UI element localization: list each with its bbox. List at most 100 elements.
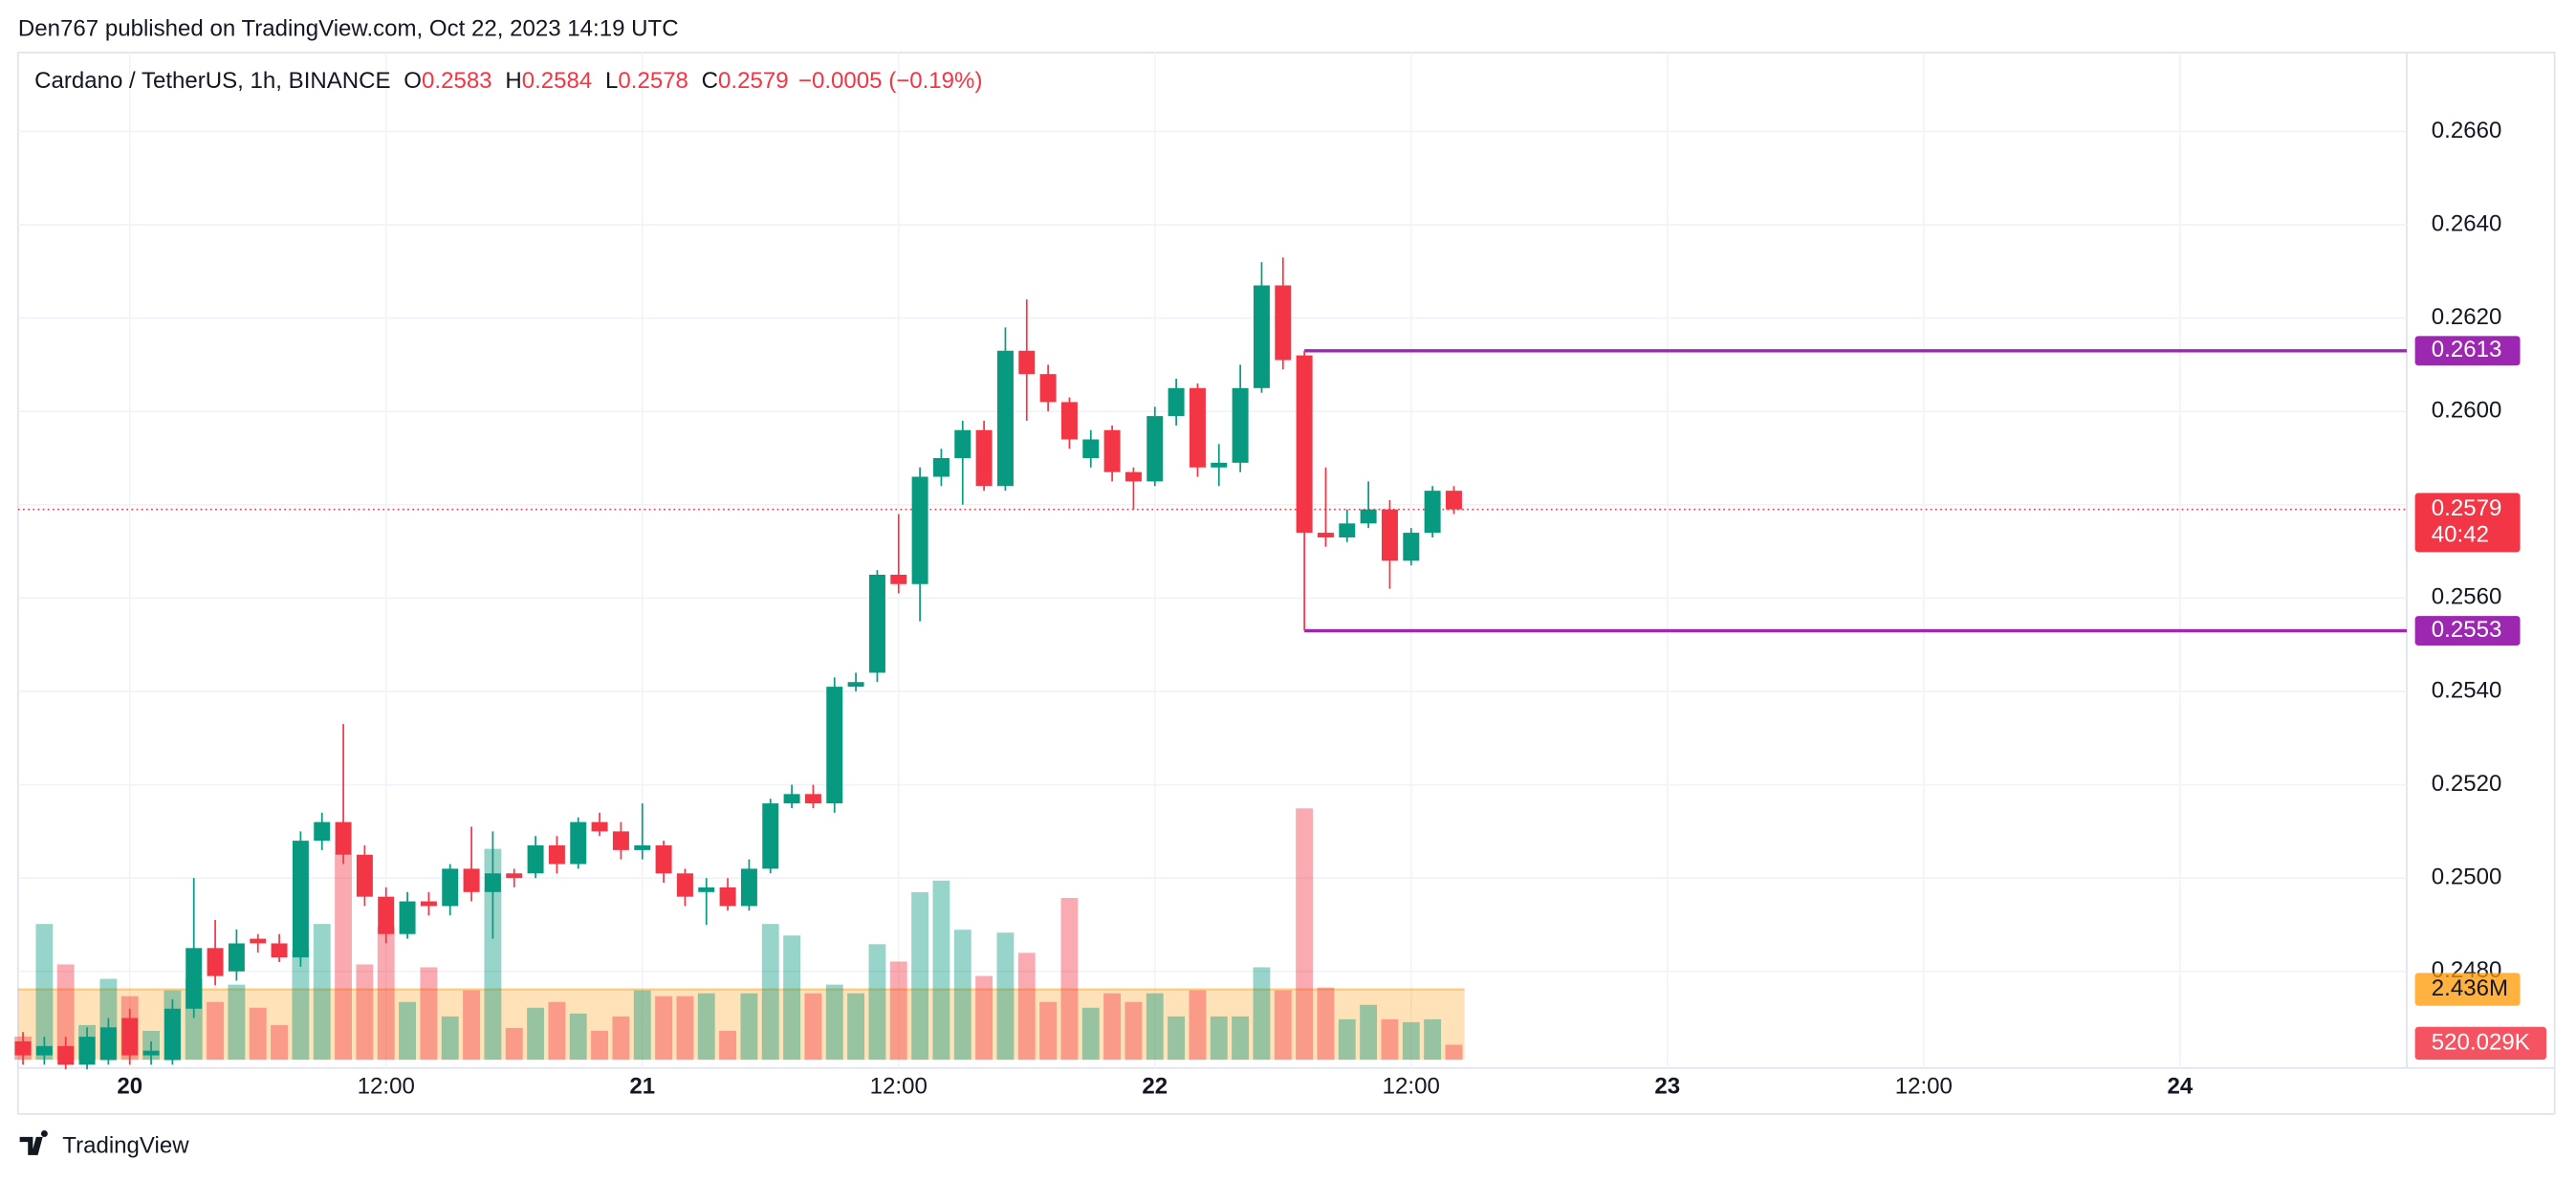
ohlc-change: −0.0005 (−0.19%): [798, 68, 983, 94]
volume-ma-box: [2414, 973, 2521, 1006]
volume-bar: [740, 993, 758, 1061]
y-tick-label: 0.2520: [2432, 771, 2502, 797]
volume-bar: [697, 993, 715, 1061]
candle-body: [356, 854, 373, 897]
x-tick-label: 24: [2167, 1074, 2193, 1100]
candle-body: [292, 841, 309, 958]
candle-body: [35, 1045, 53, 1056]
last-volume-box: [2414, 1026, 2547, 1061]
candle-body: [271, 943, 288, 958]
candle-body: [1339, 523, 1356, 537]
x-tick-label: 12:00: [1383, 1074, 1440, 1100]
candle-body: [142, 1050, 160, 1056]
candle-body: [228, 943, 245, 972]
y-tick-label: 0.2640: [2432, 210, 2502, 236]
candle-body: [911, 476, 928, 584]
candle-body: [996, 350, 1014, 487]
candle-body: [1445, 491, 1462, 510]
ohlc-label: L: [605, 68, 618, 94]
volume-bar: [1424, 1018, 1442, 1061]
candle-body: [612, 831, 629, 850]
candle-body: [1039, 374, 1057, 403]
volume-bar: [868, 944, 886, 1061]
ohlc-value: 0.2584: [522, 68, 593, 94]
candle-body: [548, 845, 565, 865]
volume-bar: [335, 854, 352, 1061]
last-price-label: 0.2579: [2432, 495, 2502, 521]
candle-body: [207, 948, 224, 976]
y-tick-label: 0.2660: [2432, 118, 2502, 143]
volume-ma-label: 2.436M: [2432, 975, 2508, 1001]
y-tick-label: 0.2600: [2432, 398, 2502, 424]
candle-body: [442, 868, 459, 907]
volume-bar: [420, 967, 438, 1061]
volume-bar: [633, 990, 651, 1061]
candle-body: [975, 429, 993, 487]
candle-body: [1296, 355, 1313, 534]
candle-body: [570, 821, 587, 865]
volume-bar: [1381, 1018, 1399, 1061]
candle-body: [826, 687, 843, 804]
ohlc-value: 0.2583: [422, 68, 492, 94]
volume-bar: [1360, 1004, 1378, 1061]
candle-body: [121, 1018, 139, 1056]
volume-bar: [35, 924, 54, 1061]
level-label: 0.2613: [2432, 337, 2502, 362]
candle-body: [506, 873, 523, 879]
candle-body: [335, 821, 352, 855]
volume-bar: [1039, 1001, 1058, 1061]
volume-bar: [207, 1001, 224, 1061]
last-price-box: [2414, 492, 2521, 553]
last-volume-label: 520.029K: [2432, 1029, 2530, 1055]
candle-body: [314, 821, 331, 842]
volume-bar: [1338, 1018, 1356, 1061]
level-label: 0.2553: [2432, 617, 2502, 643]
candle-body: [186, 948, 203, 1009]
volume-bar: [996, 932, 1015, 1061]
volume-bar: [249, 1007, 267, 1061]
x-tick-label: 21: [629, 1074, 655, 1100]
y-tick-label: 0.2540: [2432, 677, 2502, 703]
candle-body: [99, 1027, 117, 1061]
volume-bar: [1146, 993, 1164, 1061]
brand-logo: [19, 1130, 48, 1155]
y-tick-label: 0.2500: [2432, 865, 2502, 890]
y-tick-label: 0.2560: [2432, 584, 2502, 610]
candle-body: [954, 429, 971, 459]
volume-bar: [1168, 1016, 1186, 1061]
volume-bar: [1124, 1001, 1143, 1061]
volume-bar: [932, 880, 950, 1061]
candle-body: [890, 574, 907, 584]
ohlc-label: C: [702, 68, 718, 94]
volume-bar: [761, 924, 779, 1061]
candle-body: [783, 794, 800, 804]
candle-body: [1317, 533, 1334, 537]
volume-bar: [441, 1016, 459, 1061]
volume-bar: [911, 891, 929, 1061]
chart-frame: [17, 52, 2556, 1115]
candle-body: [1168, 387, 1185, 417]
y-tick-label: 0.2620: [2432, 304, 2502, 330]
candle-body: [1403, 533, 1420, 561]
volume-bar: [527, 1007, 545, 1061]
volume-bar: [356, 964, 374, 1061]
candle-body: [655, 845, 672, 874]
volume-bar: [975, 975, 993, 1061]
volume-bar: [783, 935, 801, 1061]
ohlc-value: 0.2579: [718, 68, 789, 94]
volume-bar: [1232, 1016, 1250, 1061]
candle-body: [57, 1045, 75, 1065]
volume-bar: [1253, 967, 1271, 1061]
x-tick-label: 12:00: [870, 1074, 928, 1100]
candle-body: [719, 886, 736, 907]
candle-body: [676, 873, 693, 897]
level-label-box: [2414, 616, 2521, 646]
candle-body: [847, 682, 864, 688]
candle-body: [1060, 402, 1078, 440]
volume-bar: [377, 927, 395, 1061]
candle-body: [420, 901, 437, 907]
candle-body: [484, 873, 501, 892]
symbol-legend: Cardano / TetherUS, 1h, BINANCE O0.2583 H0…: [34, 68, 982, 94]
candle-body: [762, 803, 779, 869]
